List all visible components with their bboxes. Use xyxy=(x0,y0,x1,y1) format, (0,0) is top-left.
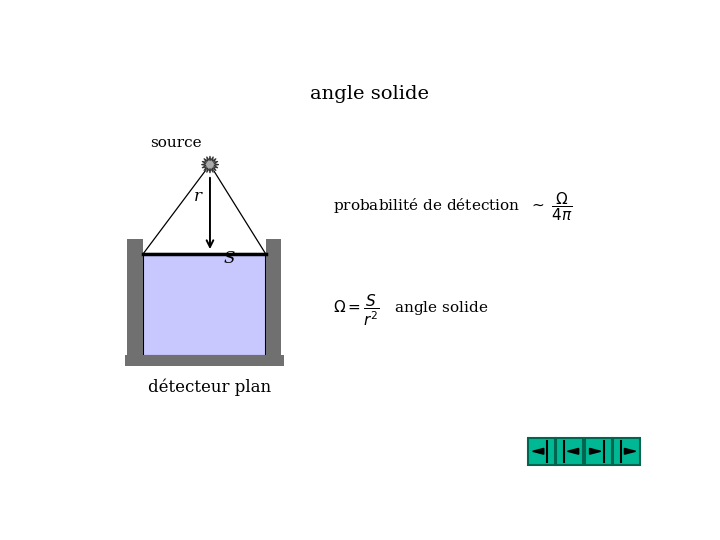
Text: source: source xyxy=(150,136,202,150)
Polygon shape xyxy=(567,448,579,454)
Bar xyxy=(585,438,612,465)
Bar xyxy=(528,438,555,465)
Bar xyxy=(143,254,266,356)
Polygon shape xyxy=(533,448,544,454)
Bar xyxy=(127,239,143,360)
Text: détecteur plan: détecteur plan xyxy=(148,379,271,396)
Bar xyxy=(266,239,282,360)
Bar xyxy=(557,438,583,465)
Bar xyxy=(125,355,284,366)
Text: r: r xyxy=(194,188,202,205)
Text: S: S xyxy=(224,249,235,267)
Polygon shape xyxy=(624,448,636,454)
Text: probabilité de détection  $\sim\ \dfrac{\Omega}{4\pi}$: probabilité de détection $\sim\ \dfrac{\… xyxy=(333,190,573,222)
Polygon shape xyxy=(202,156,218,173)
Polygon shape xyxy=(590,448,600,454)
Text: angle solide: angle solide xyxy=(310,85,428,103)
Bar xyxy=(613,438,640,465)
Text: $\Omega = \dfrac{S}{r^2}$   angle solide: $\Omega = \dfrac{S}{r^2}$ angle solide xyxy=(333,292,488,328)
